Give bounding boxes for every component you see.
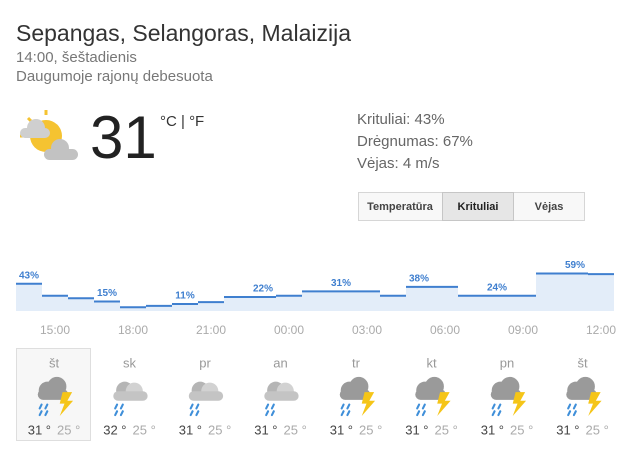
day-high: 31 ° [556,422,579,437]
temperature-units[interactable]: °C | °F [160,113,204,130]
day-name[interactable]: št [49,355,60,370]
current-icon [20,110,78,160]
day-high: 31 ° [405,422,428,437]
day-low: 25 ° [284,422,307,437]
day-high: 31 ° [330,422,353,437]
condition: Daugumoje rajonų debesuota [16,68,213,85]
location: Sepangas, Selangoras, Malaizija [16,20,351,46]
step-area [328,291,354,311]
step-area [42,295,68,311]
humidity: Drėgnumas: 67% [357,133,473,150]
day-icon [414,375,452,417]
x-tick-label: 21:00 [196,323,226,337]
day-high: 32 ° [103,422,126,437]
day-name[interactable]: pn [500,355,514,370]
current-temperature: 31 [90,104,157,171]
day-high: 31 ° [179,422,202,437]
value-label: 11% [175,291,195,302]
value-label: 59% [565,260,585,271]
step-area [302,291,328,311]
forecast-days: št 31 ° 25 ° sk 32 ° 25 ° pr 31 ° 25 ° an 31 ° 25 °… [28,355,609,437]
value-label: 38% [409,274,429,285]
day-name[interactable]: pr [199,355,211,370]
step-area [224,297,250,311]
step-area [16,283,42,311]
day-icon [489,375,528,417]
value-label: 31% [331,278,351,289]
day-icon [187,380,225,417]
step-area [354,291,380,311]
step-area [536,273,562,311]
day-low: 25 ° [435,422,458,437]
step-area [146,305,172,311]
x-tick-label: 09:00 [508,323,538,337]
tab-active-bg [442,192,514,221]
value-label: 15% [97,288,117,299]
day-name[interactable]: sk [123,355,137,370]
day-name[interactable]: št [577,355,588,370]
tab-active[interactable]: Krituliai [458,201,499,213]
step-area [94,301,120,311]
step-area [562,273,588,311]
day-high: 31 ° [254,422,277,437]
day-name[interactable]: tr [352,355,361,370]
time: 14:00, šeštadienis [16,49,137,66]
step-area [380,295,406,311]
step-area [484,295,510,311]
step-area [406,286,432,311]
day-icon [565,375,603,417]
day-high: 31 ° [28,422,51,437]
precipitation: Krituliai: 43% [357,111,445,128]
step-area [250,297,276,311]
day-low: 25 ° [208,422,231,437]
step-area [588,274,614,311]
x-tick-label: 03:00 [352,323,382,337]
day-high: 31 ° [481,422,504,437]
wind: Vėjas: 4 m/s [357,155,440,172]
step-area [198,302,224,311]
step-area [172,304,198,311]
step-area [120,307,146,311]
tab[interactable]: Vėjas [535,201,564,213]
day-name[interactable]: an [273,355,287,370]
x-tick-label: 12:00 [586,323,616,337]
tab-bar: Temperatūra Krituliai Vėjas [358,192,585,221]
day-icon [338,375,377,417]
day-icon [263,380,300,417]
value-label: 22% [253,284,273,295]
day-low: 25 ° [57,422,80,437]
value-label: 43% [19,270,39,281]
tab[interactable]: Temperatūra [367,201,434,213]
step-area [510,295,536,311]
day-low: 25 ° [359,422,382,437]
x-tick-label: 18:00 [118,323,148,337]
day-icon [112,380,149,417]
day-low: 25 ° [133,422,156,437]
x-tick-label: 06:00 [430,323,460,337]
x-tick-label: 15:00 [40,323,70,337]
day-low: 25 ° [586,422,609,437]
step-area [68,298,94,311]
x-tick-label: 00:00 [274,323,304,337]
step-area [432,286,458,311]
day-name[interactable]: kt [426,355,437,370]
value-label: 24% [487,282,507,293]
step-area [276,295,302,311]
precipitation-chart: 43% 15:00 15% 18:00 11% 21:00 22% 00:00 31% 03:00… [16,260,616,337]
day-low: 25 ° [510,422,533,437]
step-area [458,295,484,311]
